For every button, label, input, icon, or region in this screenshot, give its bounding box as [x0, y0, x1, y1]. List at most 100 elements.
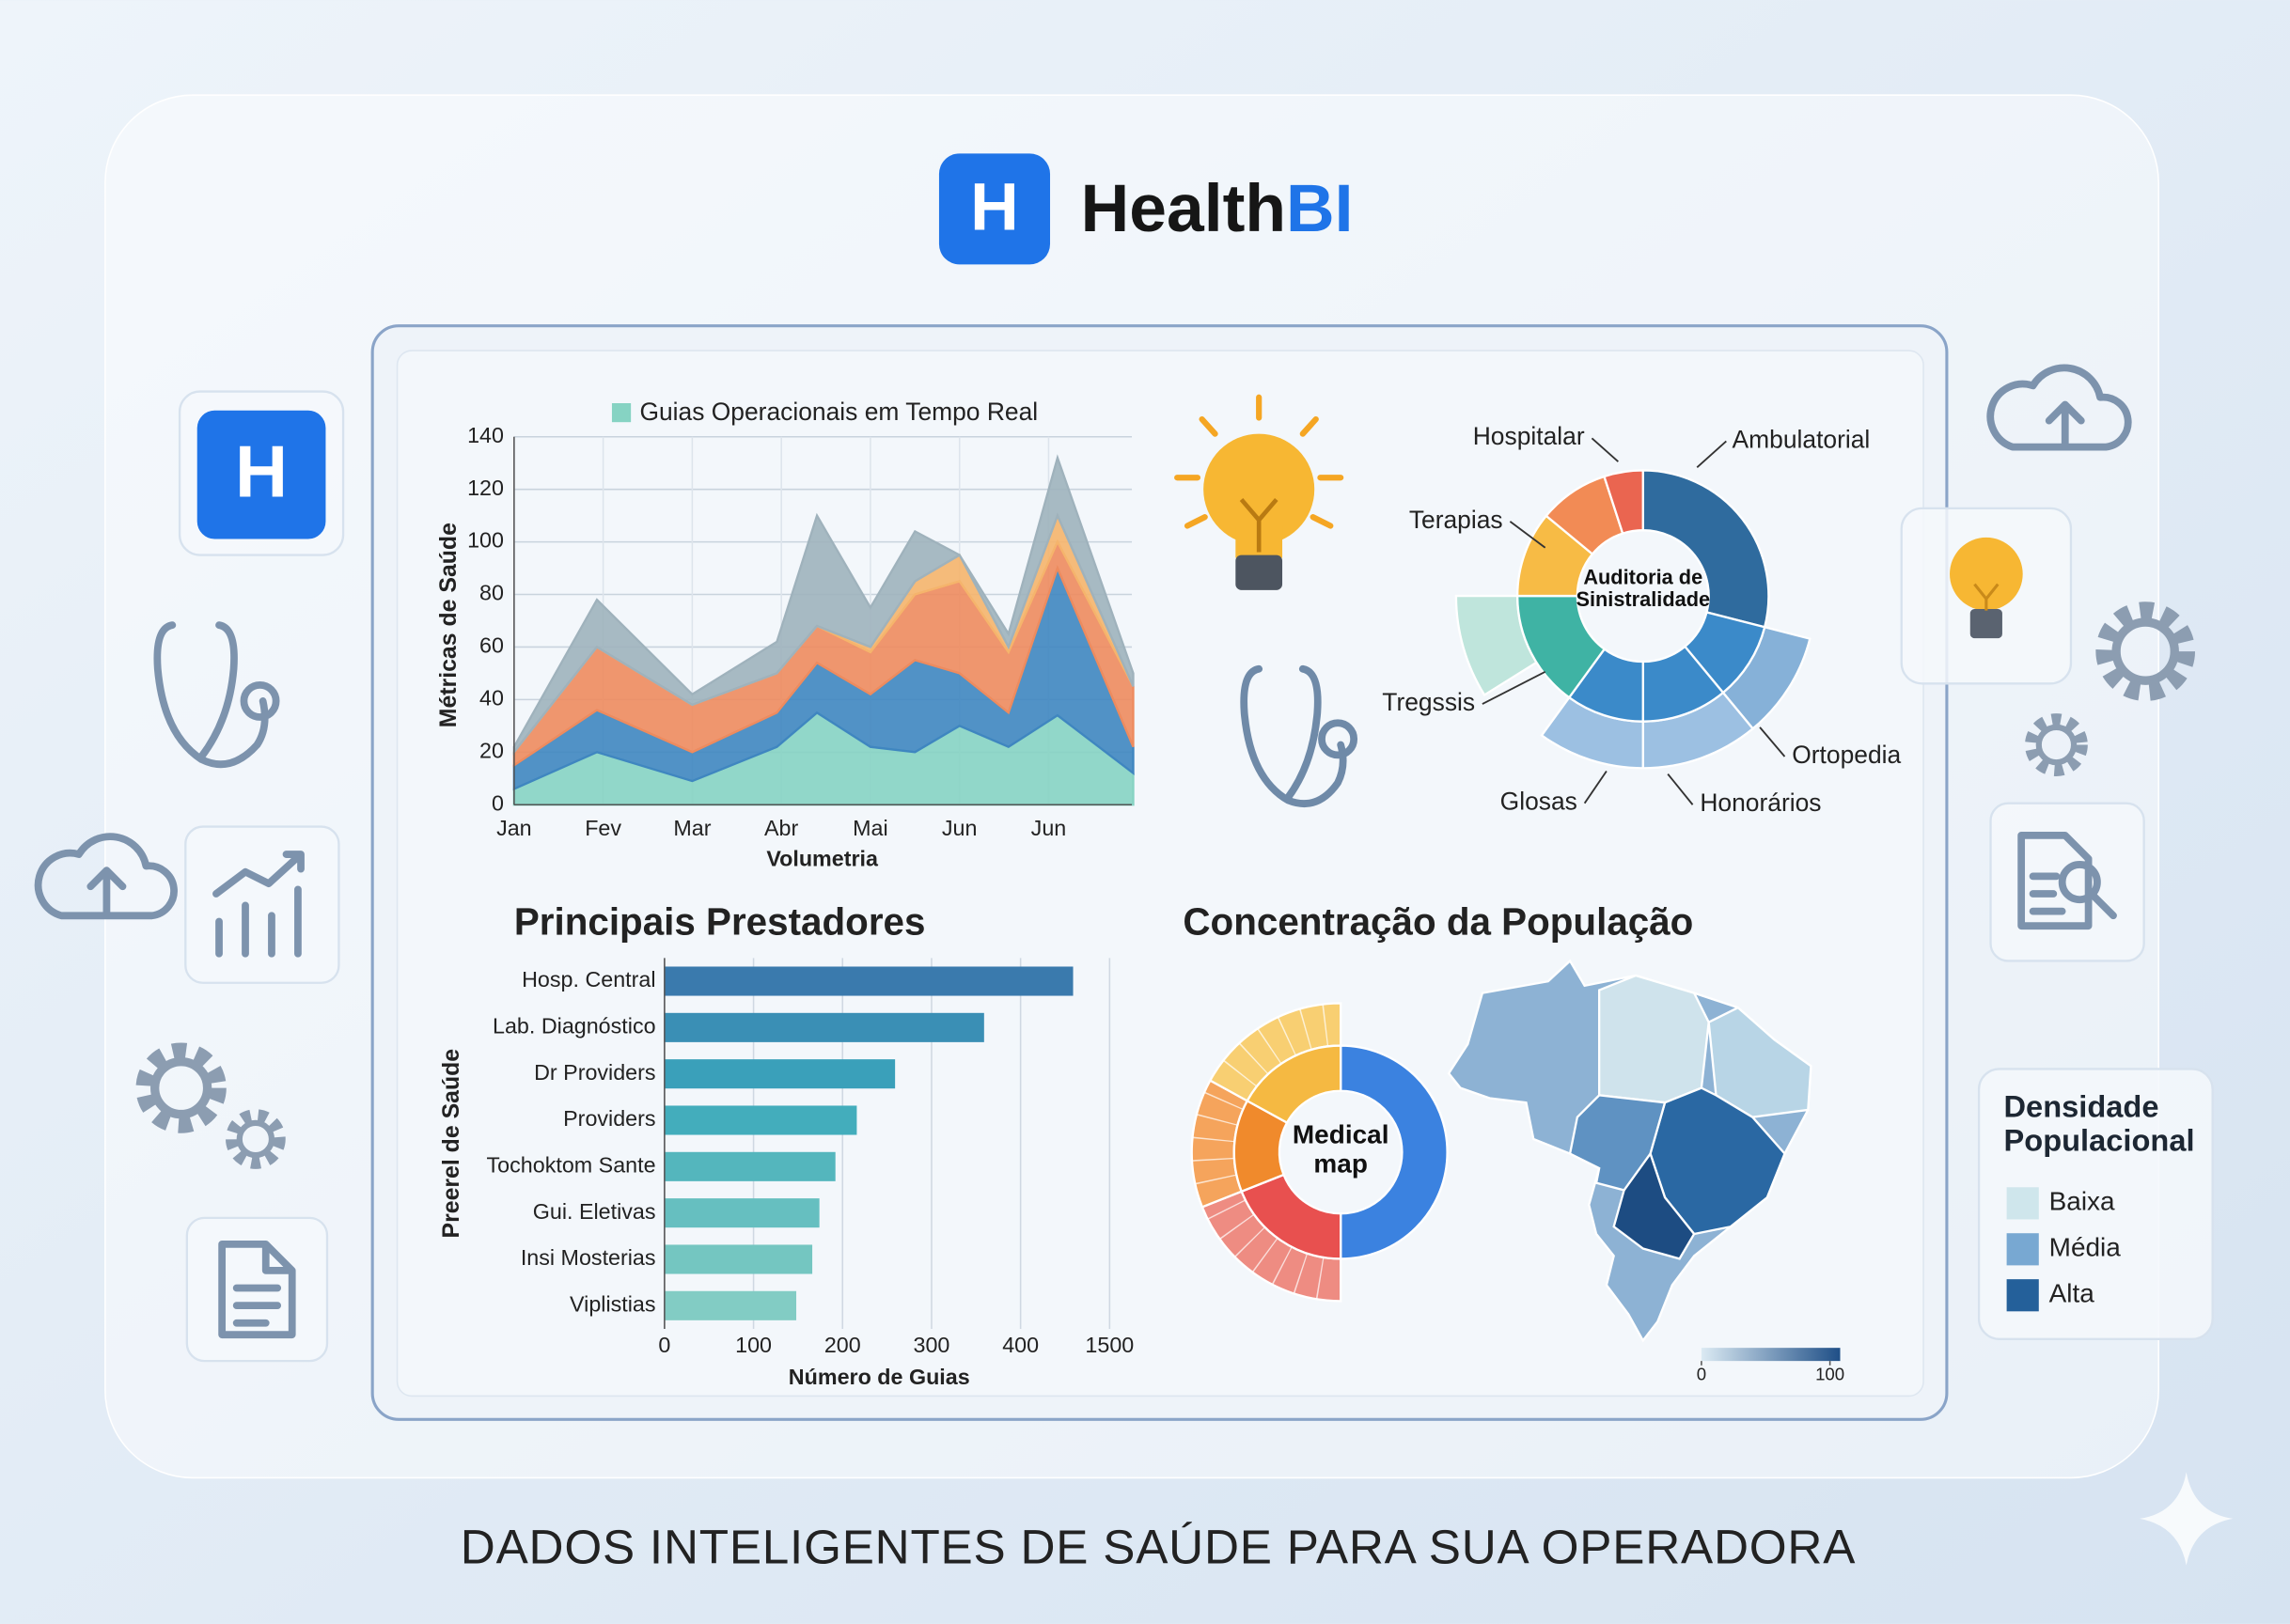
slice-label: Glosas — [1500, 788, 1577, 816]
logo-tile — [938, 153, 1051, 265]
sunburst-center-label-box: Medical map — [1292, 1121, 1389, 1179]
sparkle — [2139, 1472, 2234, 1566]
brand: HealthBI — [1081, 171, 1354, 246]
x-tick-label: Jun — [1031, 816, 1067, 840]
leader-line — [1696, 440, 1727, 469]
bar — [664, 1151, 836, 1181]
x-tick-label: Abr — [764, 816, 798, 840]
y-tick-label: 140 — [467, 423, 504, 447]
sunburst-divider — [1277, 1016, 1296, 1056]
scale-label: 100 — [1815, 1365, 1844, 1384]
x-tick-label: 200 — [824, 1333, 861, 1357]
y-tick-label: Hosp. Central — [522, 967, 655, 992]
cloud-icon — [34, 833, 178, 920]
bulb-illustration — [1174, 394, 1344, 590]
sunburst-center-label: Medical map — [1292, 1121, 1389, 1179]
legend-title: Densidade Populacional — [2003, 1090, 2195, 1159]
chart-title: Guias Operacionais em Tempo Real — [639, 398, 1038, 426]
leader-line — [1583, 770, 1608, 804]
chart-title: Principais Prestadores — [514, 899, 926, 943]
legend-swatch — [611, 403, 632, 423]
y-tick-label: 0 — [492, 790, 504, 815]
color-scale — [1701, 1348, 1841, 1362]
x-tick-label: 1500 — [1085, 1333, 1134, 1357]
bar — [664, 1105, 857, 1135]
y-tick-label: Providers — [563, 1106, 655, 1131]
leader-line — [1509, 521, 1546, 549]
slice-label: Honorários — [1700, 789, 1821, 817]
document-icon — [218, 1240, 296, 1339]
donut-center-label: Auditoria de Sinistralidade — [1576, 567, 1711, 612]
donut-slice — [1641, 469, 1770, 629]
x-tick-label: Jun — [942, 816, 978, 840]
scale-label: 0 — [1697, 1365, 1706, 1384]
legend-swatch — [2006, 1233, 2039, 1266]
sunburst-divider — [1251, 1238, 1278, 1273]
bar — [664, 1198, 820, 1228]
legend-swatch — [2006, 1187, 2039, 1220]
x-tick-label: 300 — [914, 1333, 950, 1357]
sunburst-divider — [1315, 1257, 1325, 1300]
bar — [664, 966, 1074, 996]
legend-label: Alta — [2049, 1279, 2095, 1308]
sunburst-divider — [1271, 1246, 1293, 1286]
sunburst-slice — [1340, 1044, 1449, 1260]
icon-tile — [184, 825, 340, 984]
y-tick-label: 120 — [467, 476, 504, 500]
legend-label: Baixa — [2049, 1187, 2115, 1216]
y-tick-label: Viplistias — [570, 1291, 656, 1316]
y-tick-label: Lab. Diagnóstico — [493, 1014, 656, 1038]
legend-swatch — [2006, 1279, 2039, 1312]
sunburst-divider — [1322, 1004, 1329, 1047]
y-axis-label: Métricas de Saúde — [436, 523, 462, 727]
sunburst-divider — [1238, 1042, 1269, 1075]
x-tick-label: Mai — [853, 816, 888, 840]
y-tick-label: Gui. Eletivas — [533, 1199, 656, 1224]
leader-line — [1591, 437, 1619, 462]
gears-icon — [135, 1042, 286, 1169]
chart-icon — [212, 851, 305, 958]
y-tick-label: 20 — [479, 738, 504, 762]
y-tick-label: Insi Mosterias — [521, 1245, 656, 1270]
legend-label: Média — [2049, 1233, 2122, 1262]
icon-tile — [1989, 802, 2145, 962]
sunburst-divider — [1219, 1213, 1255, 1241]
x-tick-label: Mar — [673, 816, 711, 840]
sunburst-divider — [1257, 1027, 1282, 1065]
h-tile — [196, 410, 326, 539]
stethoscope-illustration — [1240, 664, 1358, 807]
brand-main: Health — [1081, 171, 1286, 246]
cloud-icon — [1986, 364, 2132, 451]
brand-accent: BI — [1286, 171, 1353, 246]
leader-line — [1482, 671, 1546, 705]
slice-label: Terapias — [1409, 506, 1503, 534]
y-tick-label: 60 — [479, 633, 504, 658]
bar — [664, 1012, 984, 1042]
y-tick-label: 100 — [467, 528, 504, 553]
legend-panel — [1977, 1068, 2214, 1341]
brazil-map — [1447, 959, 1812, 1343]
sunburst-divider — [1293, 1253, 1309, 1294]
slice-label: Tregssis — [1382, 688, 1475, 716]
chart-title: Concentração da População — [1183, 899, 1693, 943]
donut-center-label-box: Auditoria de Sinistralidade — [1576, 567, 1711, 612]
sunburst-divider — [1203, 1091, 1244, 1110]
x-tick-label: Fev — [585, 816, 621, 840]
sunburst-divider — [1207, 1199, 1247, 1220]
slice-label: Ambulatorial — [1733, 425, 1871, 453]
y-tick-label: Dr Providers — [534, 1060, 655, 1085]
sunburst-divider — [1222, 1059, 1258, 1087]
bar — [664, 1244, 813, 1274]
sunburst-divider — [1196, 1113, 1238, 1126]
x-tick-label: 400 — [1002, 1333, 1039, 1357]
sunburst-slice — [1246, 1044, 1342, 1125]
y-axis-label: Preerel de Saúde — [439, 1049, 464, 1239]
x-axis-label: Número de Guias — [789, 1365, 970, 1389]
x-tick-label: 0 — [658, 1333, 670, 1357]
tagline: DADOS INTELIGENTES DE SAÚDE PARA SUA OPE… — [461, 1521, 1856, 1574]
bar — [664, 1290, 797, 1320]
bulb-icon — [1950, 537, 2023, 639]
sunburst-divider — [1195, 1174, 1237, 1185]
